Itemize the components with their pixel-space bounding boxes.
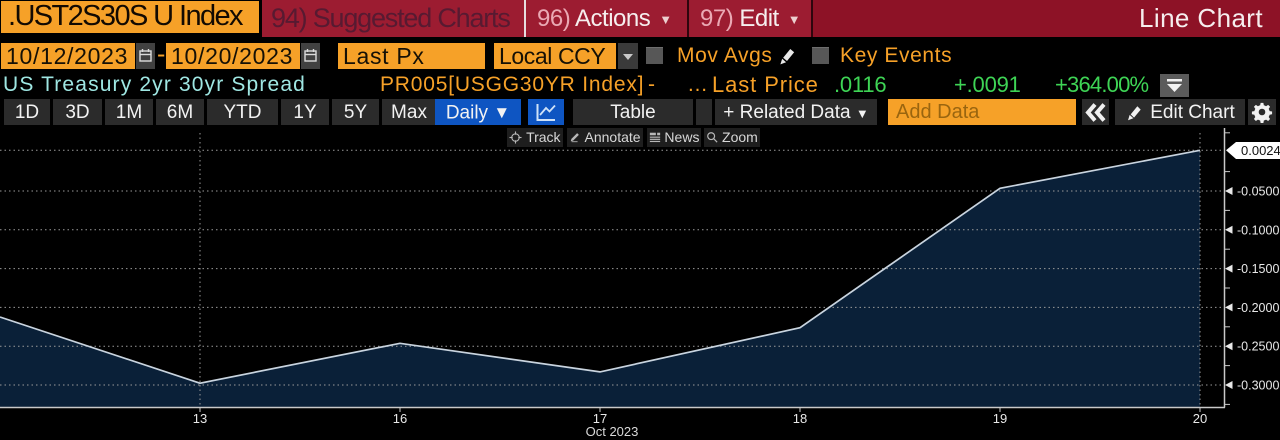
svg-text:Oct 2023: Oct 2023	[586, 424, 639, 439]
svg-text:0.0024: 0.0024	[1241, 143, 1280, 158]
svg-text:-0.2000: -0.2000	[1237, 301, 1279, 315]
svg-text:18: 18	[793, 411, 807, 426]
svg-text:-0.1000: -0.1000	[1237, 223, 1279, 237]
svg-text:-0.3000: -0.3000	[1237, 379, 1279, 393]
svg-text:-0.1500: -0.1500	[1237, 262, 1279, 276]
svg-text:19: 19	[993, 411, 1007, 426]
svg-text:13: 13	[193, 411, 207, 426]
svg-text:20: 20	[1193, 411, 1207, 426]
svg-text:-0.2500: -0.2500	[1237, 340, 1279, 354]
svg-text:-0.0500: -0.0500	[1237, 185, 1279, 199]
svg-text:17: 17	[593, 411, 607, 426]
svg-text:16: 16	[393, 411, 407, 426]
